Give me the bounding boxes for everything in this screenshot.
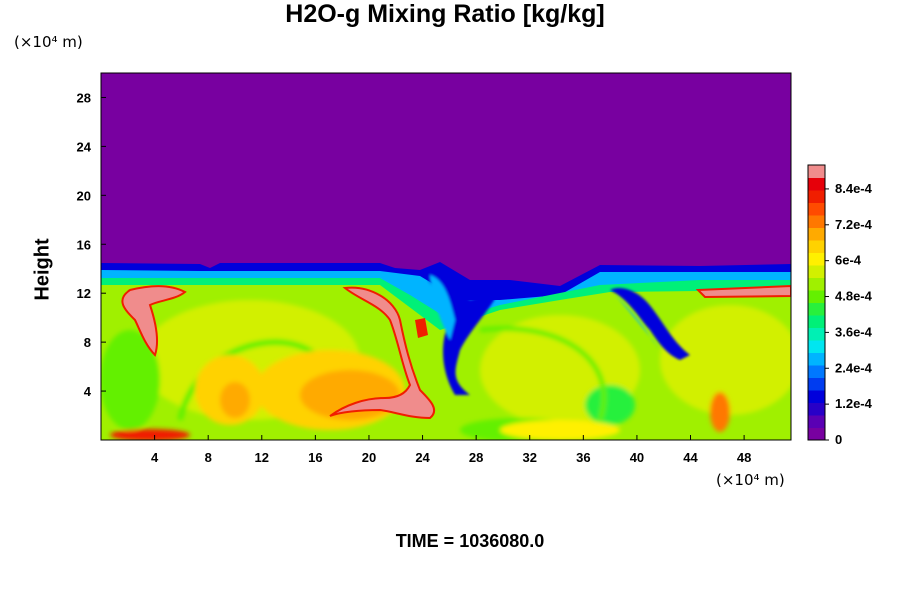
colorbar-tick-label: 6e-4 [835,253,862,268]
colorbar-swatch [808,415,825,428]
x-tick-label: 44 [683,450,698,465]
x-tick-label: 16 [308,450,322,465]
y-tick-label: 20 [77,188,91,203]
colorbar-swatch [808,165,825,178]
colorbar-tick-label: 1.2e-4 [835,396,873,411]
colorbar-swatch [808,265,825,278]
chart-title: H2O-g Mixing Ratio [kg/kg] [285,0,605,28]
colorbar-swatch [808,377,825,391]
x-unit-label: (×10⁴ m) [716,471,785,489]
colorbar-swatch [808,315,825,328]
colorbar-swatch [808,365,825,378]
y-tick-label: 24 [77,139,92,154]
y-tick-label: 8 [84,335,91,350]
x-tick-label: 8 [205,450,212,465]
x-tick-label: 48 [737,450,751,465]
colorbar-tick-label: 2.4e-4 [835,360,873,375]
colorbar-swatch [808,427,825,441]
x-tick-label: 32 [523,450,537,465]
y-tick-label: 16 [77,237,91,252]
moisture-swirls [101,300,791,440]
plot-frame [100,72,792,441]
colorbar-tick-label: 3.6e-4 [835,324,873,339]
x-tick-label: 4 [151,450,159,465]
colorbar-swatch [808,190,825,203]
colorbar-swatch [808,240,825,253]
y-axis-ticks: 4 8 12 16 20 24 28 [77,90,106,399]
colorbar-swatch [808,215,825,228]
colorbar-swatch [808,177,825,191]
colorbar-swatch [808,327,825,341]
colorbar-tick-label: 4.8e-4 [835,289,873,304]
colorbar-swatch [808,340,825,353]
colorbar-swatch [808,290,825,303]
y-tick-label: 4 [84,384,92,399]
time-label: TIME = 1036080.0 [395,531,545,551]
colorbar-tick-label: 7.2e-4 [835,217,873,232]
y-tick-label: 12 [77,286,91,301]
x-tick-label: 20 [362,450,376,465]
x-axis-ticks: 4 8 12 16 20 24 28 32 36 40 44 48 [151,435,751,465]
saturated-regions [121,284,791,420]
colorbar: 0 1.2e-4 2.4e-4 3.6e-4 4.8e-4 6e-4 7.2e-4 8.4e-… [807,164,873,447]
colorbar-swatch [808,390,825,403]
colorbar-swatch [808,352,825,366]
colorbar-frame [807,164,826,441]
colorbar-tick-label: 8.4e-4 [835,181,873,196]
colorbar-tick-label: 0 [835,432,842,447]
colorbar-swatch [808,252,825,266]
colorbar-swatch [808,302,825,316]
x-tick-label: 28 [469,450,483,465]
colorbar-swatch [808,402,825,416]
x-tick-label: 24 [415,450,430,465]
x-tick-label: 12 [255,450,269,465]
y-tick-label: 28 [77,90,91,105]
x-tick-label: 36 [576,450,590,465]
colorbar-swatch [808,277,825,291]
dry-intrusions [425,271,690,395]
y-unit-label: (×10⁴ m) [14,33,83,51]
plot-area [101,73,791,440]
x-tick-label: 40 [630,450,644,465]
colorbar-swatch [808,227,825,241]
colorbar-swatch [808,202,825,216]
